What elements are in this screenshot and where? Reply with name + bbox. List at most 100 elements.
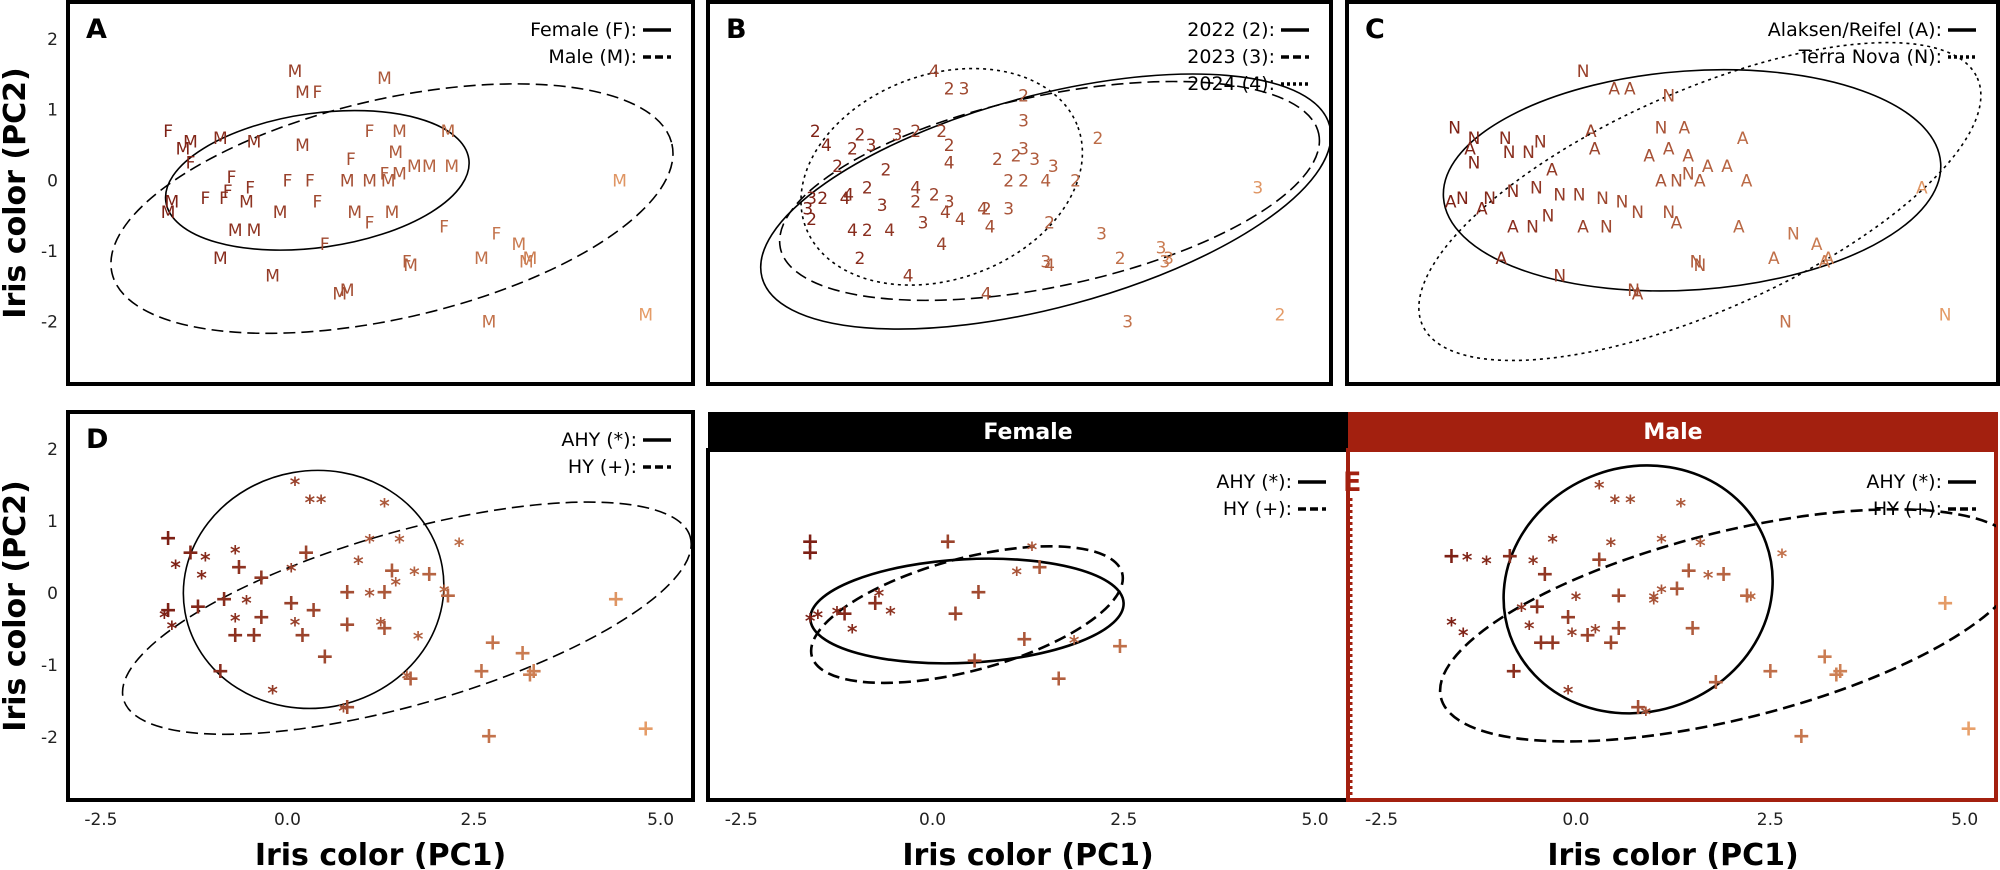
data-point: N [1662, 87, 1675, 107]
data-point: M [385, 203, 400, 223]
data-point: + [230, 555, 248, 580]
data-point: + [1050, 666, 1068, 691]
data-point: + [159, 598, 177, 623]
legend-label: Male (M): [548, 46, 637, 68]
data-point: * [286, 559, 297, 583]
x-tick-label: 0.0 [919, 810, 946, 830]
x-tick-label: -2.5 [725, 810, 758, 830]
data-point: 4 [903, 267, 914, 287]
panel-e-male: ** * ** * * * *+ * * + * + + * +++** ++* * + * ** +* +* * ++ + ++… [1438, 464, 1996, 749]
legend-label: Female (F): [530, 19, 637, 41]
data-point: M [612, 171, 627, 191]
data-point: 3 [1048, 157, 1059, 177]
data-point: N [1616, 193, 1629, 213]
data-point: 3 [1029, 150, 1040, 170]
data-point: 4 [977, 200, 988, 220]
data-point: 2 [1011, 147, 1022, 167]
data-point: + [401, 666, 419, 691]
data-point: + [1602, 630, 1620, 655]
data-point: 2 [862, 178, 873, 198]
data-point: 2 [944, 136, 955, 156]
ellipse-solid [1442, 68, 1942, 292]
data-point: + [189, 594, 207, 619]
data-point: A [1577, 217, 1589, 237]
data-point: F [402, 253, 412, 273]
data-point: F [365, 214, 375, 234]
data-point: 2 [810, 122, 821, 142]
data-point: + [439, 584, 457, 609]
ellipse-solid [182, 469, 445, 710]
data-point: N [1456, 189, 1469, 209]
data-point: 3 [1096, 224, 1107, 244]
data-point: F [320, 235, 330, 255]
data-point: + [383, 558, 401, 583]
data-point: * [1458, 624, 1469, 648]
data-point: A [1823, 249, 1835, 269]
panel-frames: Female Male E [66, 0, 2000, 802]
data-point: A [1507, 217, 1519, 237]
x-tick-label: 2.5 [1757, 810, 1784, 830]
data-point: 3 [1122, 313, 1133, 333]
data-point: 4 [981, 284, 992, 304]
legend-label: HY (+): [568, 456, 637, 478]
axes-layer: -2.5 0.0 2.5 5.0 Iris color (PC1) -2.5 0.0 2.5 5… [0, 30, 1978, 870]
x-tick-label: -2.5 [1365, 810, 1398, 830]
data-point: + [472, 659, 490, 684]
data-point: * [196, 566, 207, 590]
data-point: * [1606, 534, 1617, 558]
data-point: 2 [1070, 171, 1081, 191]
data-point: + [1532, 630, 1550, 655]
data-point: M [183, 132, 198, 152]
data-point: * [267, 681, 278, 705]
data-point: + [866, 591, 884, 616]
ellipse-dashed [110, 83, 674, 335]
data-point: + [420, 562, 438, 587]
data-point: * [1027, 537, 1038, 561]
data-point: 4 [847, 221, 858, 241]
data-point: + [1816, 645, 1834, 670]
y-tick-label: 1 [47, 512, 58, 532]
data-point: A [1733, 217, 1745, 237]
data-point: 3 [866, 136, 877, 156]
data-point: 2 [929, 185, 940, 205]
data-point: 4 [929, 62, 940, 82]
y-tick-label: -2 [41, 313, 58, 333]
data-point: * [1446, 613, 1457, 637]
data-point: 3 [1018, 111, 1029, 131]
data-point: N [1682, 164, 1695, 184]
data-point: M [444, 157, 459, 177]
data-point: + [1528, 594, 1546, 619]
data-point: A [1655, 171, 1667, 191]
data-point: F [227, 168, 237, 188]
data-point: * [439, 580, 450, 604]
data-point: F [186, 154, 196, 174]
data-point: M [519, 253, 534, 273]
panel-frame-b [706, 0, 1333, 386]
data-point: N [1939, 306, 1952, 326]
data-point: N [1694, 256, 1707, 276]
data-point: M [523, 249, 538, 269]
x-axis-title: Iris color (PC1) [1547, 838, 1798, 870]
panel-letter-a: A [86, 14, 107, 45]
data-point: 3 [1003, 200, 1014, 220]
data-point: + [480, 724, 498, 749]
data-point: * [805, 609, 816, 633]
data-point: N [1627, 281, 1640, 301]
data-point: 4 [884, 221, 895, 241]
data-point: + [338, 695, 356, 720]
data-point: M [340, 281, 355, 301]
data-point: + [483, 630, 501, 655]
legend-label: AHY (*): [1866, 471, 1942, 493]
data-point: A [1702, 157, 1714, 177]
data-point: * [1547, 530, 1558, 554]
data-point: M [288, 62, 303, 82]
data-point: + [801, 530, 819, 555]
data-point: N [1787, 224, 1800, 244]
panel-e-female: ++ + ** +*+ +* *+* ** ++ *+++AHY (*):HY (+): [801, 471, 1326, 691]
data-point: M [295, 83, 310, 103]
data-point: N [1499, 129, 1512, 149]
data-point: 4 [985, 217, 996, 237]
data-point: * [1563, 681, 1574, 705]
female-banner [708, 412, 1348, 450]
